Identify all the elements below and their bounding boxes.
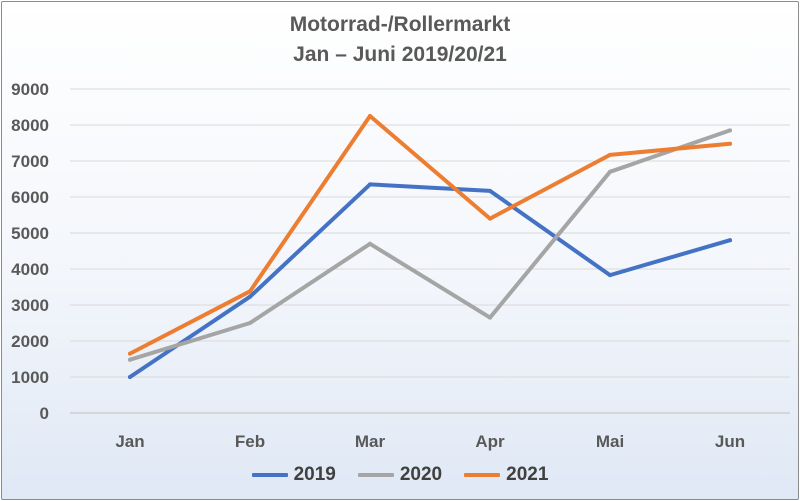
- data-point-2021: [368, 114, 372, 118]
- legend-label: 2019: [293, 464, 336, 485]
- chart-title: Motorrad-/Rollermarkt: [289, 13, 511, 36]
- x-tick-label: Feb: [235, 432, 265, 451]
- legend-swatch: [464, 473, 501, 477]
- series-line-2021: [128, 114, 732, 356]
- data-point-2020: [488, 315, 492, 320]
- legend-label: 2020: [399, 464, 443, 485]
- data-point-2021: [128, 351, 132, 356]
- data-point-2019: [248, 294, 252, 299]
- x-tick-label: Apr: [475, 432, 505, 451]
- series-line-2019: [128, 182, 732, 379]
- y-tick-label: 9000: [11, 80, 49, 99]
- data-point-2020: [248, 321, 252, 325]
- data-point-2020: [368, 241, 372, 246]
- y-tick-label: 6000: [11, 188, 49, 207]
- chart-legend: 2019 2020 2021: [2, 464, 798, 486]
- data-point-2019: [128, 375, 132, 379]
- legend-swatch: [357, 473, 394, 477]
- legend-item-2020: 2020: [357, 464, 443, 486]
- y-tick-label: 7000: [11, 152, 49, 171]
- series-line-2020: [128, 128, 732, 362]
- y-tick-label: 4000: [11, 260, 49, 279]
- legend-item-2021: 2021: [464, 464, 548, 486]
- y-tick-label: 1000: [11, 368, 49, 387]
- data-point-2019: [728, 238, 732, 243]
- y-tick-label: 5000: [11, 224, 49, 243]
- x-tick-label: Jan: [115, 432, 144, 451]
- data-point-2020: [128, 357, 132, 362]
- y-tick-label: 3000: [11, 296, 49, 315]
- chart-subtitle: Jan – Juni 2019/20/21: [293, 43, 507, 66]
- legend-swatch: [251, 473, 288, 477]
- x-tick-label: Mar: [355, 432, 386, 451]
- data-point-2021: [248, 289, 252, 294]
- data-point-2021: [728, 141, 732, 146]
- x-tick-label: Jun: [715, 432, 745, 451]
- legend-item-2019: 2019: [251, 464, 336, 486]
- y-tick-label: 8000: [11, 116, 49, 135]
- data-point-2019: [608, 273, 612, 278]
- data-point-2021: [608, 152, 612, 157]
- data-point-2020: [728, 128, 732, 133]
- data-point-2020: [608, 169, 612, 174]
- legend-label: 2021: [506, 464, 549, 485]
- data-point-2019: [488, 188, 492, 193]
- x-tick-label: Mai: [596, 432, 624, 451]
- y-tick-label: 2000: [11, 332, 49, 351]
- data-point-2019: [368, 182, 372, 187]
- data-point-2021: [488, 216, 492, 221]
- y-tick-label: 0: [40, 404, 49, 423]
